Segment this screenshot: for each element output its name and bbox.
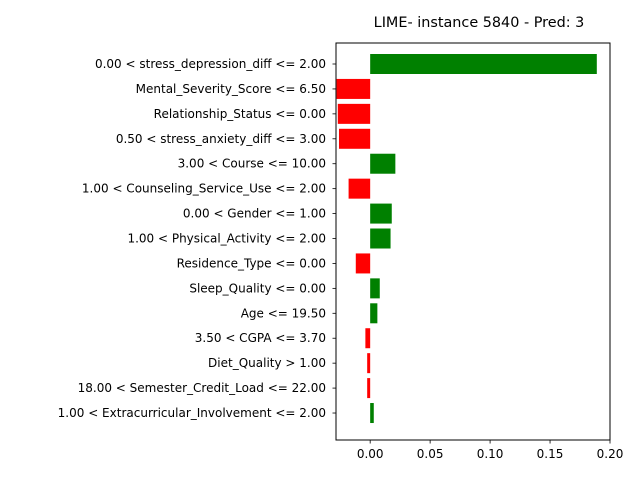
bar-4 <box>370 153 396 174</box>
y-axis: 0.00 < stress_depression_diff <= 2.00 Men… <box>58 57 336 420</box>
y-tick-label-0: 0.00 < stress_depression_diff <= 2.00 <box>95 57 326 71</box>
y-tick-label-10: Age <= 19.50 <box>241 306 326 320</box>
bar-5 <box>348 178 371 199</box>
x-tick-label-0: 0.00 <box>357 447 384 461</box>
x-tick-label-4: 0.20 <box>597 447 624 461</box>
bar-9 <box>370 278 380 299</box>
y-tick-label-8: Residence_Type <= 0.00 <box>177 256 326 270</box>
plot-frame <box>335 42 611 441</box>
bar-1 <box>336 78 371 99</box>
bar-3 <box>338 128 371 149</box>
bar-12 <box>367 353 371 374</box>
bar-6 <box>370 203 392 224</box>
y-tick-label-13: 18.00 < Semester_Credit_Load <= 22.00 <box>78 381 326 395</box>
y-tick-label-3: 0.50 < stress_anxiety_diff <= 3.00 <box>116 132 326 146</box>
y-tick-label-9: Sleep_Quality <= 0.00 <box>189 281 326 295</box>
bar-8 <box>355 253 371 274</box>
bar-7 <box>370 228 391 249</box>
bars-layer <box>336 54 597 424</box>
y-tick-label-2: Relationship_Status <= 0.00 <box>154 107 326 121</box>
y-tick-label-4: 3.00 < Course <= 10.00 <box>178 157 326 171</box>
bar-2 <box>337 103 371 124</box>
x-axis: 0.00 0.05 0.10 0.15 0.20 <box>357 440 624 461</box>
bar-0 <box>370 54 597 74</box>
x-tick-label-2: 0.10 <box>477 447 504 461</box>
bar-11 <box>365 328 371 349</box>
y-tick-label-14: 1.00 < Extracurricular_Involvement <= 2.… <box>58 406 326 420</box>
y-tick-label-11: 3.50 < CGPA <= 3.70 <box>195 331 326 345</box>
y-tick-label-1: Mental_Severity_Score <= 6.50 <box>136 82 326 96</box>
y-tick-label-6: 0.00 < Gender <= 1.00 <box>183 207 326 221</box>
x-tick-label-3: 0.15 <box>537 447 564 461</box>
y-tick-label-12: Diet_Quality > 1.00 <box>208 356 326 370</box>
chart-title: LIME- instance 5840 - Pred: 3 <box>374 15 585 31</box>
bar-13 <box>367 378 371 399</box>
bar-10 <box>370 303 378 324</box>
y-tick-label-5: 1.00 < Counseling_Service_Use <= 2.00 <box>82 182 326 196</box>
bar-14 <box>370 403 374 424</box>
x-tick-label-1: 0.05 <box>417 447 444 461</box>
y-tick-label-7: 1.00 < Physical_Activity <= 2.00 <box>127 232 326 246</box>
